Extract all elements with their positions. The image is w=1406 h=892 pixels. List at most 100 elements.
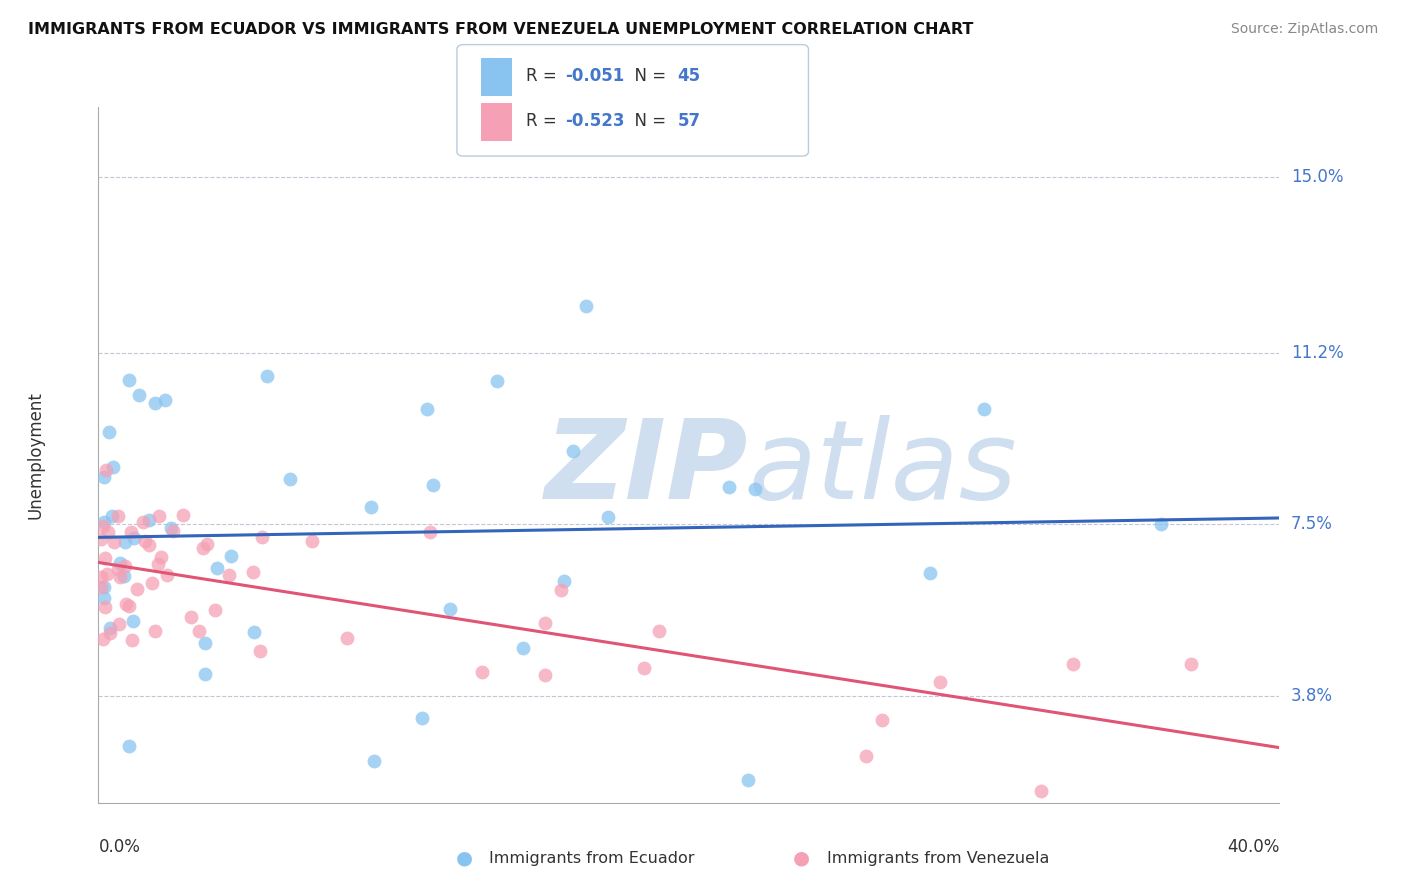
Point: [1062, 657, 1084, 671]
Point: [194, 666, 217, 681]
Text: -0.051: -0.051: [565, 67, 624, 85]
Point: [194, 636, 217, 650]
Point: [172, 508, 194, 522]
Point: [219, 549, 242, 564]
Point: [91, 632, 114, 647]
Point: [744, 483, 766, 497]
Text: N =: N =: [624, 67, 672, 85]
Point: [415, 401, 437, 416]
Text: Source: ZipAtlas.com: Source: ZipAtlas.com: [1230, 22, 1378, 37]
Point: [121, 615, 143, 629]
Point: [195, 536, 218, 550]
Point: [118, 599, 141, 614]
Point: [561, 444, 583, 458]
Point: [533, 616, 555, 631]
Point: [118, 739, 141, 754]
Point: [156, 568, 179, 582]
Point: [98, 425, 121, 439]
Point: [93, 518, 115, 533]
Text: 57: 57: [678, 112, 700, 130]
Point: [128, 387, 150, 401]
Point: [114, 535, 136, 549]
Point: [97, 525, 120, 540]
Point: [218, 567, 240, 582]
Point: [278, 472, 301, 486]
Point: [159, 521, 181, 535]
Point: [411, 711, 433, 725]
Point: [110, 569, 132, 583]
Text: R =: R =: [526, 112, 562, 130]
Point: [249, 644, 271, 658]
Text: ●: ●: [793, 848, 810, 868]
Point: [205, 561, 228, 575]
Point: [1150, 517, 1173, 532]
Text: Immigrants from Ecuador: Immigrants from Ecuador: [489, 851, 695, 865]
Point: [363, 754, 385, 768]
Point: [112, 569, 135, 583]
Point: [855, 749, 877, 764]
Point: [90, 570, 112, 584]
Point: [920, 566, 942, 580]
Point: [870, 713, 893, 727]
Point: [928, 674, 950, 689]
Point: [103, 534, 125, 549]
Point: [973, 401, 995, 416]
Point: [180, 610, 202, 624]
Text: 7.5%: 7.5%: [1291, 516, 1333, 533]
Point: [148, 508, 170, 523]
Point: [118, 373, 141, 387]
Text: Unemployment: Unemployment: [27, 391, 44, 519]
Text: ●: ●: [456, 848, 472, 868]
Point: [138, 513, 160, 527]
Point: [115, 597, 138, 611]
Point: [98, 621, 121, 635]
Point: [188, 624, 211, 638]
Text: IMMIGRANTS FROM ECUADOR VS IMMIGRANTS FROM VENEZUELA UNEMPLOYMENT CORRELATION CH: IMMIGRANTS FROM ECUADOR VS IMMIGRANTS FR…: [28, 22, 973, 37]
Point: [533, 667, 555, 681]
Point: [132, 515, 155, 529]
Point: [138, 538, 160, 552]
Point: [470, 665, 492, 679]
Point: [94, 599, 117, 614]
Point: [191, 541, 214, 555]
Point: [360, 500, 382, 514]
Point: [134, 533, 156, 548]
Text: 0.0%: 0.0%: [98, 838, 141, 856]
Point: [553, 574, 575, 588]
Point: [114, 559, 136, 574]
Point: [146, 557, 169, 571]
Point: [143, 396, 166, 410]
Point: [93, 591, 115, 605]
Point: [422, 477, 444, 491]
Text: 45: 45: [678, 67, 700, 85]
Point: [149, 549, 172, 564]
Point: [243, 624, 266, 639]
Point: [574, 300, 596, 314]
Point: [737, 772, 759, 787]
Point: [122, 531, 145, 545]
Point: [96, 567, 118, 582]
Point: [1031, 784, 1053, 798]
Text: 15.0%: 15.0%: [1291, 168, 1343, 186]
Point: [648, 624, 671, 639]
Point: [301, 534, 323, 549]
Point: [550, 582, 572, 597]
Point: [717, 480, 740, 494]
Point: [242, 565, 264, 579]
Point: [120, 524, 142, 539]
Point: [96, 463, 118, 477]
Point: [90, 580, 112, 594]
Point: [162, 524, 184, 538]
Point: [108, 617, 131, 632]
Text: 3.8%: 3.8%: [1291, 687, 1333, 705]
Point: [108, 556, 131, 570]
Text: N =: N =: [624, 112, 672, 130]
Point: [596, 510, 619, 524]
Point: [101, 508, 124, 523]
Point: [107, 561, 129, 575]
Point: [1180, 657, 1202, 671]
Point: [155, 392, 177, 407]
Point: [633, 660, 655, 674]
Point: [93, 515, 115, 529]
Text: R =: R =: [526, 67, 562, 85]
